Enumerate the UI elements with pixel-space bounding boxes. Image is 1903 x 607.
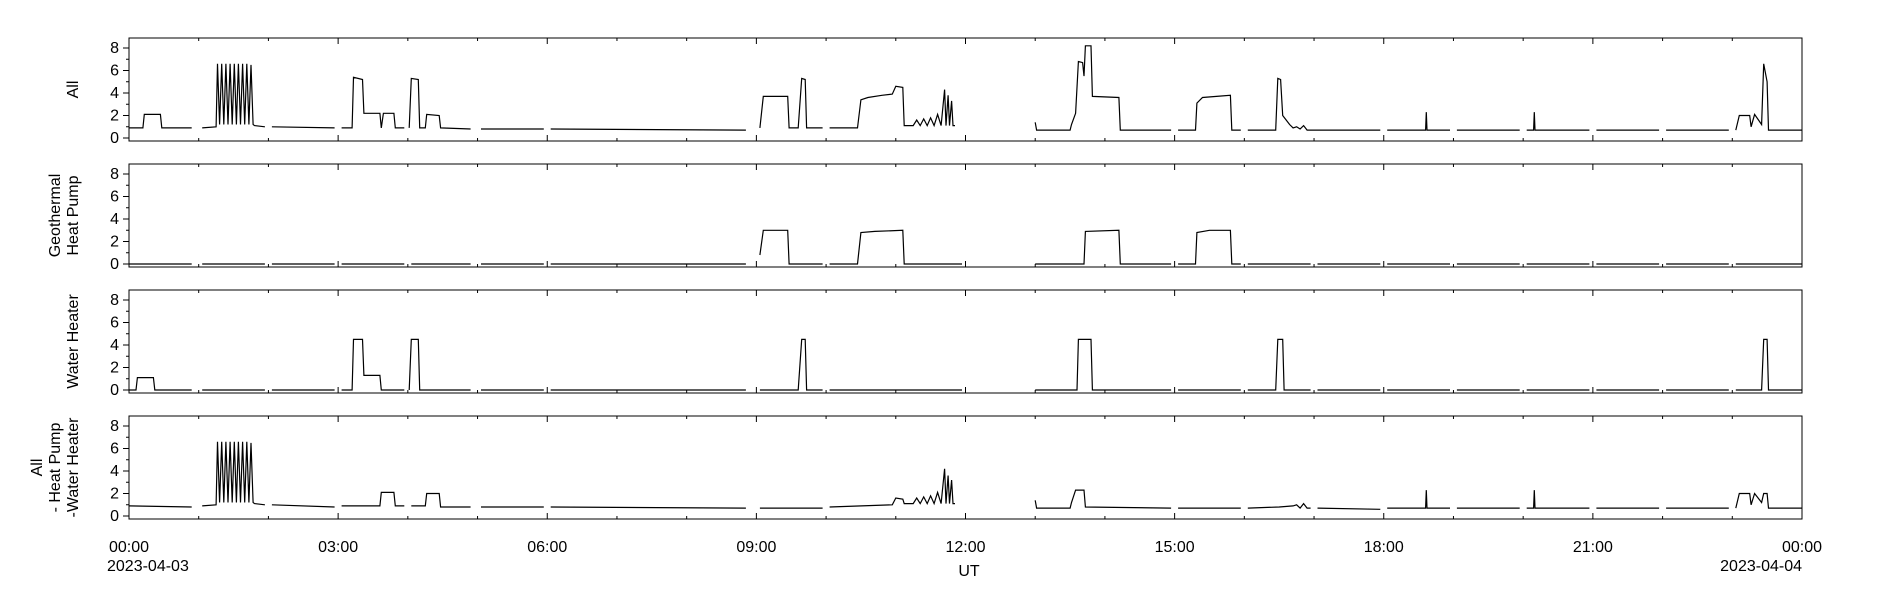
x-tick-label: 06:00 — [527, 539, 567, 556]
x-tick-label: 18:00 — [1364, 539, 1404, 556]
panel-2: 0 2 4 6 8 GeothermalHeat Pump — [47, 163, 1803, 273]
x-tick-label: 09:00 — [736, 539, 776, 556]
y-axis-label: All — [65, 81, 82, 99]
shared-x-axis: 00:00 03:00 06:00 09:00 12:00 15:00 18:00 21:00… — [107, 539, 1822, 580]
y-tick-label: 2 — [110, 108, 119, 125]
y-tick-label: 6 — [110, 63, 119, 80]
y-axis-label-line: - Heat Pump — [47, 422, 64, 512]
series-line — [129, 338, 1802, 391]
x-tick-label: 00:00 — [109, 539, 149, 556]
start-date-label: 2023-04-03 — [107, 558, 189, 575]
y-tick-label: 8 — [110, 418, 119, 435]
y-axis-label-line: Heat Pump — [65, 175, 82, 255]
y-tick-label: 8 — [110, 292, 119, 309]
panel-frame — [128, 37, 1803, 142]
y-tick-label: 6 — [110, 441, 119, 458]
y-tick-label: 8 — [110, 166, 119, 183]
y-tick-label: 4 — [110, 211, 119, 228]
y-tick-label: 6 — [110, 315, 119, 332]
y-tick-label: 0 — [110, 130, 119, 147]
x-tick-labels: 00:00 03:00 06:00 09:00 12:00 15:00 18:00 21:00… — [109, 539, 1822, 556]
panel-frame — [128, 163, 1803, 268]
y-tick-label: 0 — [110, 508, 119, 525]
y-tick-label: 2 — [110, 360, 119, 377]
y-axis-label-line: All — [29, 459, 46, 477]
x-tick-label: 03:00 — [318, 539, 358, 556]
panel-1: 0 2 4 6 8 All — [65, 37, 1803, 147]
y-tick-label: 4 — [110, 337, 119, 354]
y-tick-label: 2 — [110, 486, 119, 503]
y-axis-label-line: Water Heater — [65, 294, 82, 389]
y-axis-label-line: Geothermal — [47, 174, 64, 258]
y-axis-label: All- Heat Pump-Water Heater — [29, 417, 82, 518]
series-line — [128, 441, 1802, 510]
y-axis-label: GeothermalHeat Pump — [47, 174, 82, 258]
x-tick-label: 15:00 — [1155, 539, 1195, 556]
y-axis-label-line: All — [65, 81, 82, 99]
y-tick-label: 8 — [110, 40, 119, 57]
x-tick-label: 00:00 — [1782, 539, 1822, 556]
panel-3: 0 2 4 6 8 Water Heater — [65, 289, 1803, 399]
y-axis-label-line: -Water Heater — [65, 417, 82, 518]
x-tick-label: 12:00 — [945, 539, 985, 556]
end-date-label: 2023-04-04 — [1720, 558, 1802, 575]
panel-4: 0 2 4 6 8 All- Heat Pump-Water Heater — [29, 415, 1803, 525]
y-axis-label: Water Heater — [65, 294, 82, 389]
y-tick-label: 4 — [110, 463, 119, 480]
x-axis-label: UT — [958, 563, 980, 580]
y-tick-label: 6 — [110, 189, 119, 206]
series-line — [129, 45, 1802, 131]
y-tick-label: 4 — [110, 85, 119, 102]
series-line — [129, 229, 1802, 265]
panels-group: 0 2 4 6 8 All 0 2 4 6 8 GeothermalHeat Pump 0 2 4 6 8 Wat… — [29, 37, 1803, 525]
y-tick-label: 2 — [110, 234, 119, 251]
y-tick-label: 0 — [110, 256, 119, 273]
x-tick-label: 21:00 — [1573, 539, 1613, 556]
y-tick-label: 0 — [110, 382, 119, 399]
